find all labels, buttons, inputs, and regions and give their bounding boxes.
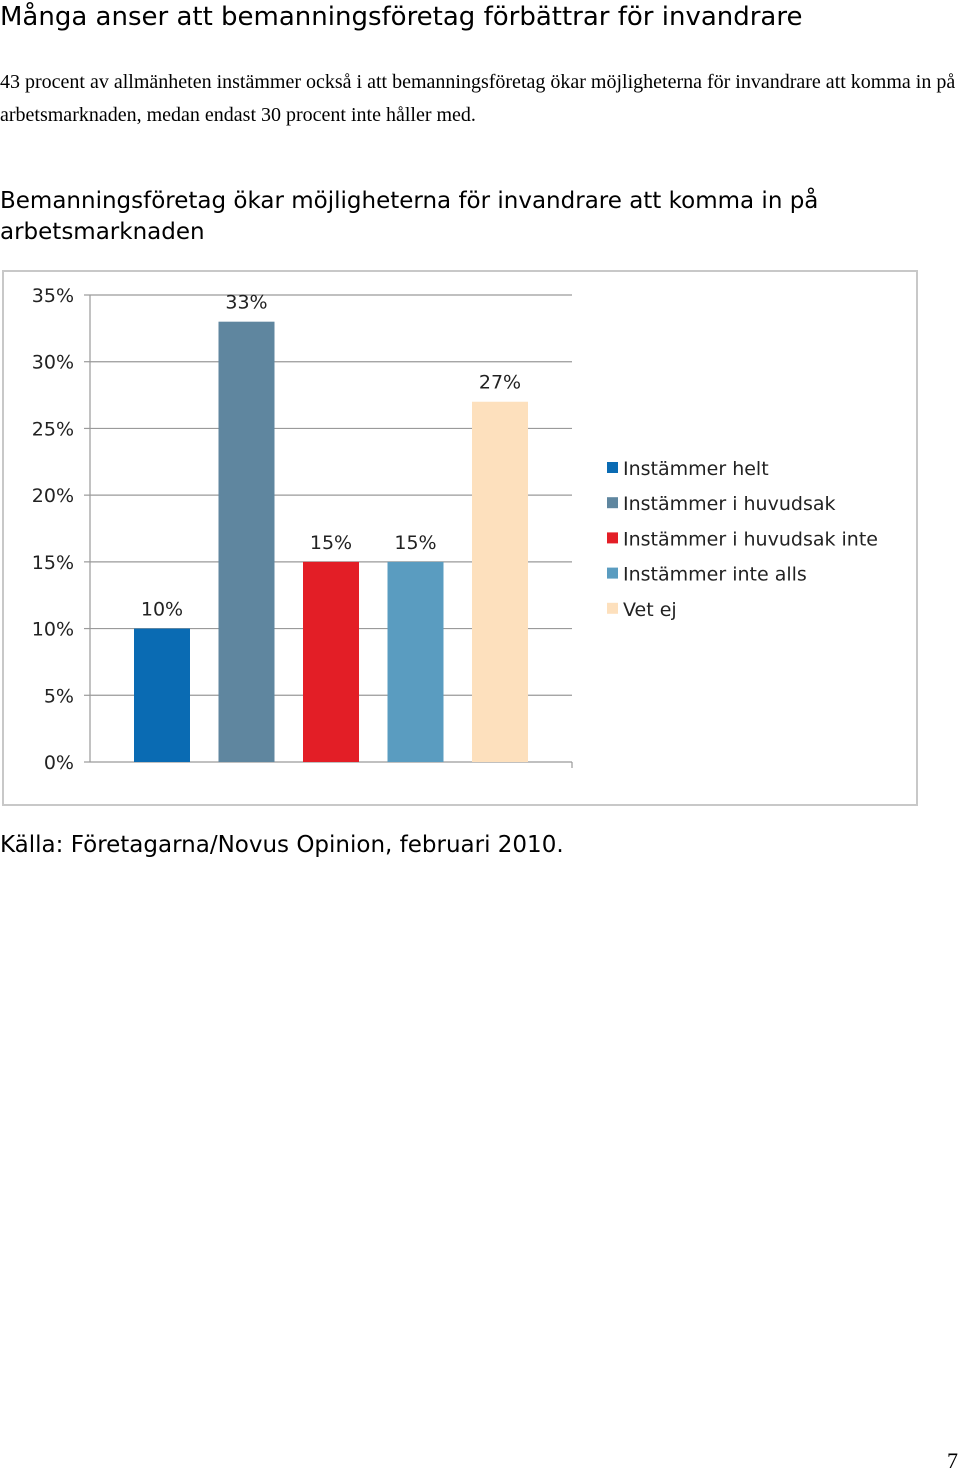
bar-4 bbox=[387, 561, 444, 762]
y-tick-label: 0% bbox=[44, 752, 74, 774]
bar-chart: 0% 5% 10% 15% 20% 25% 30% 35% 10% 33% 15% 15% 27% I… bbox=[32, 285, 878, 774]
y-tick-label: 35% bbox=[32, 285, 74, 307]
legend-swatch bbox=[607, 567, 618, 579]
legend-swatch bbox=[607, 602, 618, 614]
data-labels: 10% 33% 15% 15% 27% bbox=[141, 292, 521, 621]
y-tick-label: 25% bbox=[32, 418, 74, 440]
data-label: 27% bbox=[479, 372, 521, 394]
data-label: 33% bbox=[225, 292, 267, 314]
chart-title: Bemanningsföretag ökar möjligheterna för… bbox=[0, 188, 819, 245]
bars bbox=[134, 321, 528, 762]
bar-2 bbox=[218, 321, 275, 762]
intro-paragraph: 43 procent av allmänheten instämmer ocks… bbox=[0, 71, 956, 126]
legend-label: Instämmer inte alls bbox=[623, 564, 807, 586]
legend-label: Instämmer i huvudsak bbox=[623, 493, 836, 515]
bar-1 bbox=[134, 628, 190, 762]
data-label: 10% bbox=[141, 599, 183, 621]
page-number: 7 bbox=[947, 1448, 958, 1473]
legend-label: Vet ej bbox=[623, 599, 677, 621]
legend-label: Instämmer helt bbox=[623, 458, 769, 480]
legend-swatch bbox=[607, 532, 618, 544]
legend-swatch bbox=[607, 497, 618, 509]
chart-frame: 0% 5% 10% 15% 20% 25% 30% 35% 10% 33% 15% 15% 27% I… bbox=[2, 270, 918, 806]
y-tick-label: 20% bbox=[32, 485, 74, 507]
y-tick-label: 15% bbox=[32, 552, 74, 574]
legend: Instämmer helt Instämmer i huvudsak Instäm… bbox=[607, 458, 878, 621]
source-note: Källa: Företagarna/Novus Opinion, februa… bbox=[0, 832, 564, 858]
data-label: 15% bbox=[394, 532, 436, 554]
data-label: 15% bbox=[310, 532, 352, 554]
legend-swatch bbox=[607, 462, 618, 473]
bar-3 bbox=[303, 561, 359, 762]
bar-5 bbox=[472, 401, 528, 762]
y-axis: 0% 5% 10% 15% 20% 25% 30% 35% bbox=[32, 285, 573, 774]
y-tick-label: 10% bbox=[32, 619, 74, 641]
y-tick-label: 30% bbox=[32, 352, 74, 374]
page-heading: Många anser att bemanningsföretag förbät… bbox=[0, 2, 803, 32]
y-tick-label: 5% bbox=[44, 685, 74, 707]
legend-label: Instämmer i huvudsak inte bbox=[623, 528, 878, 550]
